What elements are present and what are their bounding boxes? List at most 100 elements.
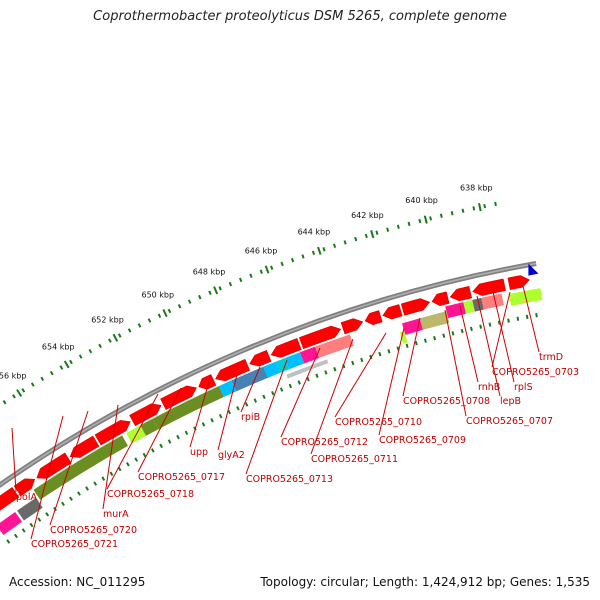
scale-tick xyxy=(167,308,172,314)
gene-label: rnhB xyxy=(478,382,500,393)
lower-tick xyxy=(218,413,223,419)
gene-leader-line xyxy=(280,347,321,438)
gene-leader-line xyxy=(137,387,182,473)
scale-tick xyxy=(461,208,465,213)
gene-label: COPRO5265_0718 xyxy=(107,489,194,500)
scale-tick xyxy=(396,224,400,229)
lower-tick xyxy=(134,457,139,462)
scale-tick xyxy=(59,365,64,370)
lower-tick xyxy=(451,331,455,336)
scale-label: 646 kbp xyxy=(245,247,278,256)
scale-label: 654 kbp xyxy=(42,343,75,352)
lower-tick xyxy=(460,328,464,334)
gene-label: COPRO5265_0721 xyxy=(31,539,118,550)
scale-tick xyxy=(21,388,26,393)
scale-tick xyxy=(439,213,443,218)
scale-tick xyxy=(259,269,263,274)
feature-segment xyxy=(33,435,128,500)
lower-tick xyxy=(433,335,437,341)
cds-arrow xyxy=(400,298,431,316)
lower-tick xyxy=(333,367,337,372)
scale-tick xyxy=(208,290,212,295)
lower-tick xyxy=(21,528,26,533)
lower-tick xyxy=(423,338,427,343)
scale-tick xyxy=(30,382,35,387)
lower-tick xyxy=(497,320,501,325)
gene-label: COPRO5265_0712 xyxy=(281,437,368,448)
scale-tick xyxy=(187,299,192,304)
lower-tick xyxy=(507,318,510,323)
lower-tick xyxy=(288,383,293,389)
feature-segment xyxy=(284,352,305,370)
lower-tick xyxy=(488,322,492,327)
gene-label: COPRO5265_0710 xyxy=(335,417,422,428)
lower-tick xyxy=(176,434,180,440)
lower-tick xyxy=(306,376,310,382)
gene-leader-line xyxy=(245,359,288,475)
cds-arrow xyxy=(472,278,506,296)
scale-tick xyxy=(69,359,73,365)
cds-arrow xyxy=(270,338,302,358)
scale-label: 638 kbp xyxy=(460,184,493,193)
feature-segment xyxy=(286,359,329,379)
scale-major-tick xyxy=(317,246,322,255)
scale-tick xyxy=(343,240,347,245)
cds-arrow xyxy=(449,285,473,302)
scale-tick xyxy=(354,236,358,242)
scale-tick xyxy=(137,323,142,328)
scale-major-tick xyxy=(112,333,119,342)
lower-tick xyxy=(297,380,301,385)
lower-tick xyxy=(126,462,130,467)
lower-tick xyxy=(69,496,73,501)
scale-tick xyxy=(280,261,284,267)
lower-tick xyxy=(315,373,319,378)
cds-arrow xyxy=(382,304,403,320)
backbone-ring xyxy=(0,261,537,488)
lower-tick xyxy=(201,422,206,427)
cds-arrow xyxy=(0,486,20,511)
feature-segment xyxy=(419,311,450,330)
feature-segment xyxy=(140,418,159,436)
cds-arrow xyxy=(507,275,530,290)
gene-label: COPRO5265_0720 xyxy=(50,525,137,536)
lower-tick xyxy=(29,522,34,528)
scale-tick xyxy=(157,313,162,318)
feature-segment xyxy=(463,299,475,314)
lower-tick xyxy=(61,501,65,507)
cds-arrow xyxy=(340,318,364,335)
feature-segment xyxy=(315,334,354,358)
gene-label: COPRO5265_0709 xyxy=(379,435,466,446)
scale-tick xyxy=(40,376,45,382)
gene-label: rpiB xyxy=(241,412,260,423)
scale-tick xyxy=(127,328,132,333)
lower-tick xyxy=(253,398,258,403)
blast-ring xyxy=(0,288,543,536)
gene-label: COPRO5265_0711 xyxy=(311,454,398,465)
scale-tick xyxy=(218,286,222,291)
scale-major-tick xyxy=(162,309,168,318)
lower-tick xyxy=(45,512,50,517)
gene-label: COPRO5265_0707 xyxy=(466,416,553,427)
scale-major-tick xyxy=(63,360,70,369)
gene-leader-line xyxy=(491,291,511,368)
lower-tick xyxy=(271,390,275,396)
lower-tick xyxy=(262,394,266,400)
gene-label: rplS xyxy=(514,382,533,393)
lower-tick xyxy=(387,349,391,354)
lower-tick xyxy=(184,430,189,436)
scale-major-tick xyxy=(16,389,23,397)
gene-leader-line xyxy=(522,285,540,353)
scale-label: 652 kbp xyxy=(91,316,124,325)
gene-leader-line xyxy=(310,338,354,455)
gene-label: murA xyxy=(103,509,129,520)
lower-tick xyxy=(150,448,155,453)
cds-ring xyxy=(0,263,539,511)
scale-tick xyxy=(12,394,16,399)
lower-tick xyxy=(324,370,328,375)
map-title: Coprothermobacter proteolyticus DSM 5265… xyxy=(93,9,507,24)
scale-tick xyxy=(364,233,368,239)
feature-segment xyxy=(17,497,43,521)
accession-text: Accession: NC_011295 xyxy=(9,575,146,589)
lower-tick xyxy=(405,343,409,349)
